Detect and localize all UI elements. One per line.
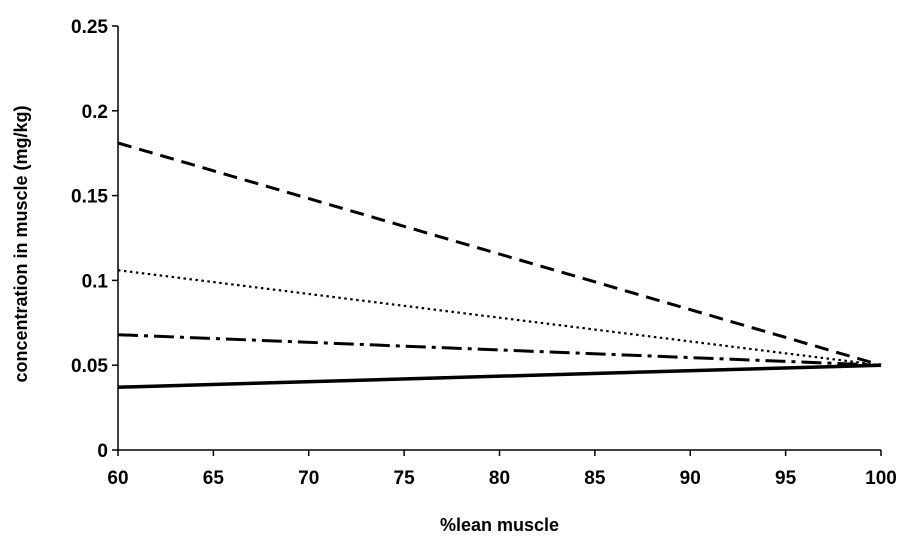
x-tick-label: 100 (865, 468, 897, 489)
x-tick-label: 60 (107, 468, 128, 489)
x-tick-label: 90 (680, 468, 701, 489)
y-axis-title: concentration in muscle (mg/kg) (11, 105, 31, 382)
y-tick-label: 0.2 (82, 102, 108, 123)
x-tick-label: 95 (775, 468, 797, 489)
x-axis-title: %lean muscle (440, 515, 559, 533)
series-line-dotted (117, 269, 882, 367)
ticks: 0 0.05 0.1 0.15 0.2 0.25 60 65 70 75 80 85 90 95 100 (71, 17, 897, 489)
y-tick-label: 0 (97, 441, 108, 462)
series-lines (117, 141, 882, 389)
axes (117, 26, 881, 451)
y-tick-label: 0.25 (71, 17, 108, 38)
y-tick-label: 0.05 (71, 356, 108, 377)
x-tick-label: 85 (584, 468, 606, 489)
series-line-dashed (117, 141, 882, 367)
x-tick-label: 75 (394, 468, 416, 489)
series-line-dash-dot (117, 333, 882, 367)
series-line-solid (117, 363, 882, 389)
y-tick-label: 0.15 (71, 187, 108, 208)
x-tick-label: 70 (298, 468, 319, 489)
x-tick-label: 80 (489, 468, 510, 489)
y-tick-label: 0.1 (82, 271, 109, 292)
x-tick-label: 65 (203, 468, 225, 489)
